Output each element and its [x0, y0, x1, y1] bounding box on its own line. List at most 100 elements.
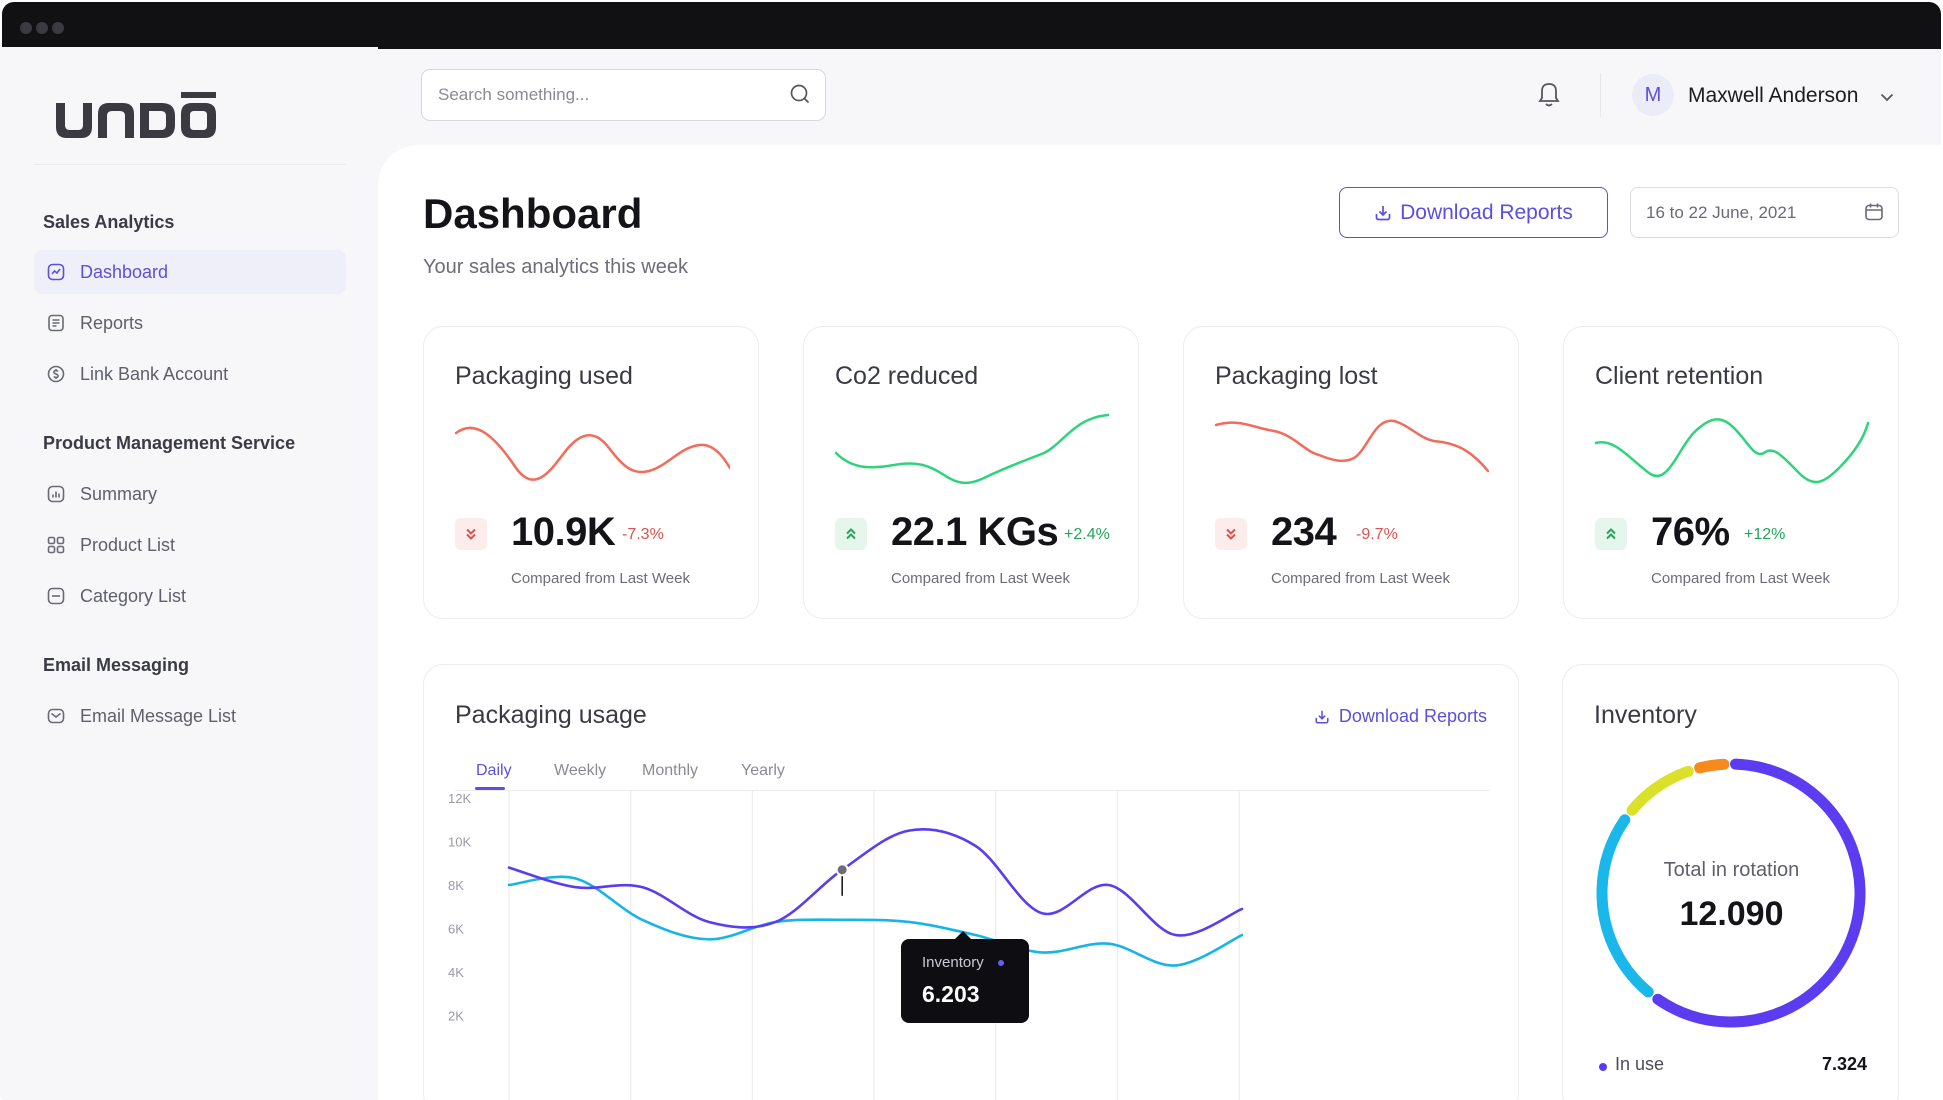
kpi-delta: -9.7% [1356, 526, 1398, 543]
section-title-sales-analytics: Sales Analytics [43, 212, 175, 232]
legend-dot-in-use [1599, 1063, 1607, 1071]
tab-weekly[interactable]: Weekly [554, 762, 607, 779]
window-close-dot[interactable] [20, 22, 32, 34]
undo-logo[interactable] [54, 91, 218, 141]
page-title: Dashboard [423, 190, 643, 237]
section-title-product-management: Product Management Service [43, 433, 296, 453]
series-line-secondary[interactable] [507, 875, 1244, 967]
kpi-value: 234 [1271, 510, 1337, 554]
inventory-donut-chart[interactable] [1591, 753, 1871, 1033]
bar-chart-icon [45, 483, 67, 505]
window-titlebar [2, 2, 1941, 49]
sidebar-item-product-list[interactable]: Product List [34, 523, 346, 567]
kpi-card-co2-reduced: Co2 reduced 22.1 KGs +2.4% Compared from… [803, 326, 1139, 619]
y-tick-label: 10K [448, 835, 471, 850]
period-tabs: Daily Weekly Monthly Yearly [455, 755, 1490, 791]
y-tick-label: 12K [448, 791, 471, 806]
kpi-value: 76% [1651, 510, 1730, 554]
window-minimize-dot[interactable] [36, 22, 48, 34]
kpi-card-client-retention: Client retention 76% +12% Compared from … [1563, 326, 1899, 619]
kpi-card-packaging-lost: Packaging lost 234 -9.7% Compared from L… [1183, 326, 1519, 619]
grid-icon [45, 534, 67, 556]
page-subtitle: Your sales analytics this week [423, 256, 688, 278]
y-tick-label: 6K [448, 922, 464, 937]
search-input[interactable] [438, 70, 778, 119]
avatar[interactable]: M [1632, 74, 1674, 116]
inventory-title: Inventory [1594, 701, 1697, 729]
sidebar-item-label: Dashboard [80, 261, 169, 282]
usage-title: Packaging usage [455, 701, 647, 729]
mail-icon [45, 705, 67, 727]
hover-point[interactable] [835, 863, 849, 877]
kpi-sparkline [1214, 419, 1490, 473]
trend-down-icon [455, 518, 487, 550]
donut-center-label: Total in rotation [1663, 859, 1800, 881]
sidebar-item-label: Summary [80, 483, 158, 504]
kpi-value: 10.9K [511, 510, 616, 554]
kpi-compare-text: Compared from Last Week [511, 570, 690, 587]
download-icon [1375, 205, 1391, 220]
trend-up-icon [835, 518, 867, 550]
tooltip-series-dot [998, 960, 1004, 966]
tab-active-underline [475, 787, 505, 790]
inventory-card: Inventory Total in rotation 12.090 In us… [1562, 664, 1899, 1100]
trend-up-icon [1595, 518, 1627, 550]
sidebar-item-dashboard[interactable]: Dashboard [34, 250, 346, 294]
dollar-circle-icon [45, 363, 67, 385]
sidebar-item-category-list[interactable]: Category List [34, 574, 346, 618]
chart-line-icon [45, 261, 67, 283]
donut-center-value: 12.090 [1679, 895, 1784, 933]
kpi-sparkline [1594, 418, 1870, 484]
kpi-title: Co2 reduced [835, 362, 979, 390]
tab-yearly[interactable]: Yearly [741, 762, 785, 779]
packaging-usage-card: Packaging usage Download Reports Daily W… [423, 664, 1519, 1100]
sidebar-item-reports[interactable]: Reports [34, 301, 346, 345]
sidebar-item-link-bank-account[interactable]: Link Bank Account [34, 352, 346, 396]
tooltip-notch [955, 931, 971, 939]
y-tick-label: 8K [448, 878, 464, 893]
sidebar-item-label: Product List [80, 534, 176, 555]
user-name[interactable]: Maxwell Anderson [1688, 84, 1859, 107]
window-maximize-dot[interactable] [52, 22, 64, 34]
kpi-sparkline [834, 413, 1110, 485]
download-reports-button[interactable]: Download Reports [1339, 187, 1608, 238]
folder-icon [45, 585, 67, 607]
donut-segment[interactable] [1596, 758, 1866, 1028]
kpi-delta: +2.4% [1064, 526, 1110, 543]
download-icon [1315, 710, 1329, 724]
kpi-delta: -7.3% [622, 526, 664, 543]
donut-segment[interactable] [1596, 758, 1866, 1028]
sidebar-item-label: Reports [80, 312, 144, 333]
tab-monthly[interactable]: Monthly [642, 762, 699, 779]
legend-label-in-use: In use [1615, 1054, 1665, 1074]
download-reports-label: Download Reports [1400, 200, 1573, 224]
header-divider [1600, 73, 1601, 117]
y-tick-label: 4K [448, 965, 464, 980]
sidebar: Sales Analytics Dashboard Reports Link B… [0, 47, 378, 1098]
bell-icon[interactable] [1535, 80, 1563, 115]
kpi-compare-text: Compared from Last Week [891, 570, 1070, 587]
calendar-icon [1865, 203, 1883, 221]
tooltip-label: Inventory [922, 954, 984, 971]
kpi-value: 22.1 KGs [891, 510, 1059, 554]
kpi-title: Packaging used [455, 362, 633, 390]
usage-download-link[interactable]: Download Reports [1314, 706, 1487, 727]
kpi-compare-text: Compared from Last Week [1271, 570, 1450, 587]
section-title-email-messaging: Email Messaging [43, 655, 190, 675]
date-range-picker[interactable]: 16 to 22 June, 2021 [1630, 187, 1899, 238]
kpi-compare-text: Compared from Last Week [1651, 570, 1830, 587]
sidebar-item-label: Category List [80, 585, 187, 606]
kpi-title: Client retention [1595, 362, 1764, 390]
usage-download-label: Download Reports [1338, 706, 1487, 726]
series-line-primary[interactable] [507, 828, 1244, 937]
chart-tooltip: Inventory 6.203 [901, 931, 1029, 1023]
kpi-sparkline [454, 426, 730, 481]
document-icon [45, 312, 67, 334]
sidebar-item-email-message-list[interactable]: Email Message List [34, 694, 346, 738]
tab-daily[interactable]: Daily [476, 762, 512, 779]
search-box[interactable] [421, 69, 826, 121]
chevron-down-icon[interactable] [1880, 89, 1894, 107]
sidebar-item-summary[interactable]: Summary [34, 472, 346, 516]
search-icon[interactable] [789, 83, 811, 110]
packaging-usage-chart[interactable]: 12K 10K 8K 6K 4K 2K [424, 785, 1520, 1100]
